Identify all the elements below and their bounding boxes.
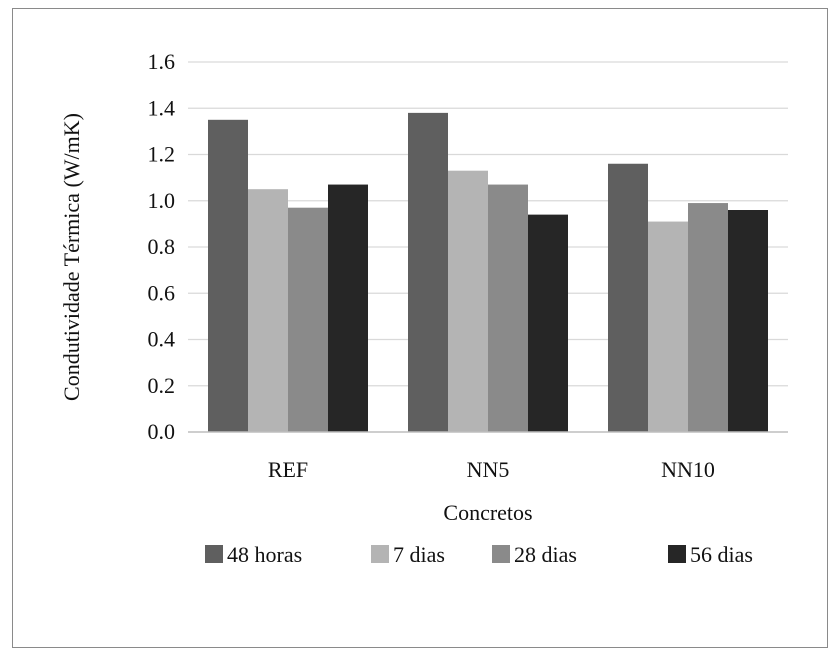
- bar-nn10-28-dias: [688, 203, 728, 432]
- y-axis-title: Condutividade Térmica (W/mK): [59, 113, 84, 401]
- bar-nn10-56-dias: [728, 210, 768, 432]
- bar-nn5-56-dias: [528, 214, 568, 432]
- y-tick-label: 0.8: [148, 234, 176, 259]
- y-tick-labels: 0.0 0.2 0.4 0.6 0.8 1.0 1.2 1.4 1.6: [148, 49, 176, 444]
- bar-nn5-48-horas: [408, 112, 448, 432]
- legend-swatch: [492, 545, 510, 563]
- y-tick-label: 0.6: [148, 280, 176, 305]
- bar-nn5-7-dias: [448, 170, 488, 432]
- legend-swatch: [205, 545, 223, 563]
- bar-ref-28-dias: [288, 207, 328, 432]
- y-tick-label: 1.0: [148, 188, 176, 213]
- bars: [208, 112, 768, 432]
- bar-nn10-7-dias: [648, 221, 688, 432]
- x-tick-label: NN5: [467, 457, 510, 482]
- bar-ref-48-horas: [208, 119, 248, 432]
- bar-ref-7-dias: [248, 189, 288, 432]
- x-axis-title: Concretos: [443, 500, 532, 525]
- legend-label: 56 dias: [690, 542, 753, 567]
- legend-label: 48 horas: [227, 542, 302, 567]
- bar-ref-56-dias: [328, 184, 368, 432]
- y-tick-label: 1.4: [148, 95, 176, 120]
- y-tick-label: 0.0: [148, 419, 176, 444]
- x-tick-label: REF: [268, 457, 308, 482]
- legend-label: 28 dias: [514, 542, 577, 567]
- x-tick-labels: REF NN5 NN10: [268, 457, 715, 482]
- bar-nn5-28-dias: [488, 184, 528, 432]
- legend-label: 7 dias: [393, 542, 445, 567]
- legend-swatch: [371, 545, 389, 563]
- y-tick-label: 0.2: [148, 373, 176, 398]
- y-tick-label: 1.2: [148, 142, 176, 167]
- bar-nn10-48-horas: [608, 163, 648, 432]
- y-tick-label: 0.4: [148, 327, 176, 352]
- y-tick-label: 1.6: [148, 49, 176, 74]
- legend-swatch: [668, 545, 686, 563]
- legend: 48 horas 7 dias 28 dias 56 dias: [205, 542, 753, 567]
- x-tick-label: NN10: [661, 457, 715, 482]
